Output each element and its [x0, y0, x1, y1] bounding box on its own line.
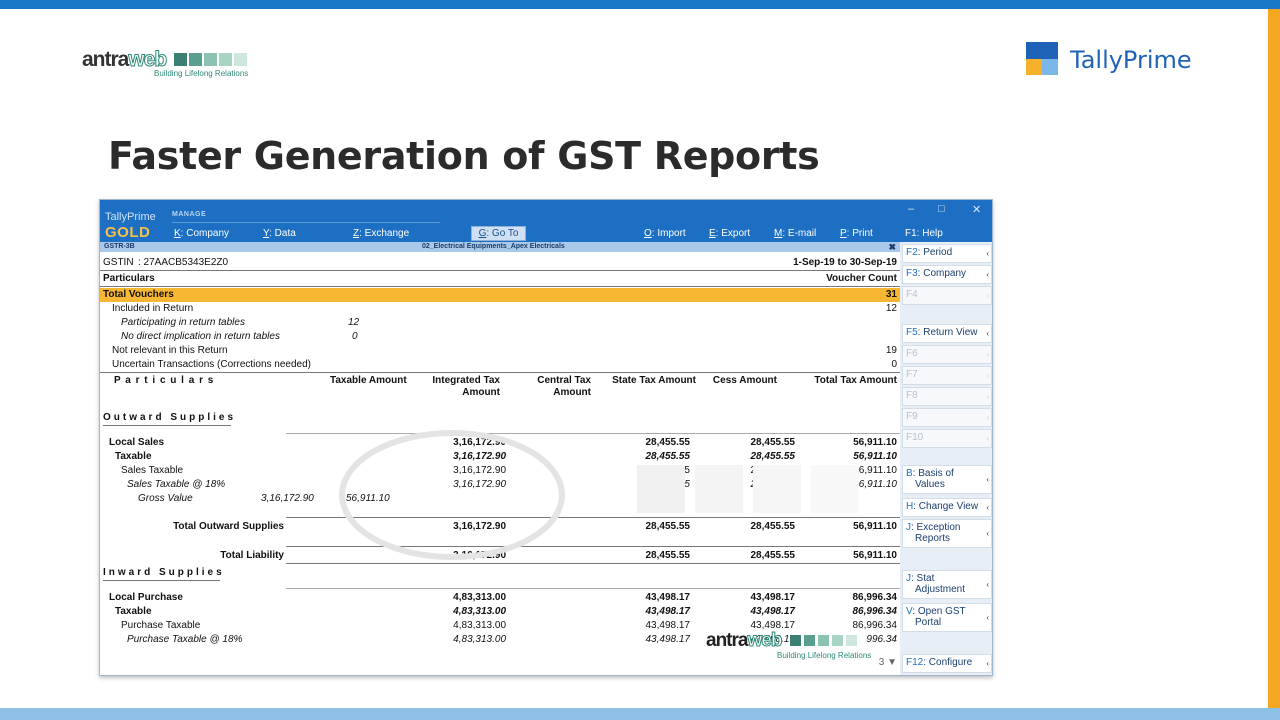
gross-value-row[interactable]: Gross Value 3,16,172.90 56,911.10 [138, 493, 390, 504]
local-sales-row[interactable]: Local Sales 3,16,172.90 28,455.55 28,455… [109, 437, 897, 448]
fkey-f7: F7 ‹ [902, 366, 992, 385]
chevron-left-icon: ‹ [986, 502, 989, 512]
fkey-f8: F8 ‹ [902, 387, 992, 406]
fkey-open-gst-portal[interactable]: V: Open GST Portal ‹ [902, 603, 992, 632]
chevron-left-icon: ‹ [986, 658, 989, 668]
tallyprime-logo: TallyPrime [1026, 42, 1196, 76]
brand-tagline: Building Lifelong Relations [154, 69, 249, 78]
not-relevant-row[interactable]: Not relevant in this Return 19 [112, 345, 897, 356]
total-vouchers-row[interactable]: Total Vouchers 31 [100, 288, 900, 302]
chevron-left-icon: ‹ [986, 474, 989, 484]
chevron-left-icon: ‹ [986, 612, 989, 622]
top-accent-bar [0, 0, 1280, 9]
outward-heading: Outward Supplies [103, 412, 237, 423]
fkey-f6: F6 ‹ [902, 345, 992, 364]
chevron-left-icon: ‹ [986, 579, 989, 589]
page-indicator-row: 3 ▼ [100, 656, 900, 670]
fkey-basis-of-values[interactable]: B: Basis of Values ‹ [902, 465, 992, 494]
slide-title: Faster Generation of GST Reports [108, 134, 820, 178]
brand-square [234, 53, 247, 66]
sales-taxable-row[interactable]: Sales Taxable 3,16,172.90 28,455.55 28,4… [121, 465, 897, 476]
inward-taxable-row[interactable]: Taxable 4,83,313.00 43,498.17 43,498.17 … [115, 606, 897, 617]
brand-square [174, 53, 187, 66]
close-report-icon[interactable]: ✖ [888, 242, 896, 252]
total-outward-row[interactable]: Total Outward Supplies 3,16,172.90 28,45… [173, 521, 897, 532]
brand-word-dark: antra [82, 48, 129, 71]
gstin-value: : 27AACB5343E2Z0 [138, 257, 229, 268]
bottom-accent-bar [0, 708, 1280, 720]
menu-data[interactable]: Y: Data [263, 228, 296, 239]
brand-square [219, 53, 232, 66]
fkey-stat-adjustment[interactable]: J: Stat Adjustment ‹ [902, 570, 992, 599]
brand-square [189, 53, 202, 66]
close-icon[interactable]: ✕ [972, 204, 982, 216]
fkey-configure[interactable]: F12: Configure ‹ [902, 654, 992, 673]
fkey-exception-reports[interactable]: J: Exception Reports ‹ [902, 519, 992, 548]
fkey-f10: F10 ‹ [902, 429, 992, 448]
brand-word-outline: web [128, 48, 168, 72]
tally-window: TallyPrime GOLD MANAGE K: Company Y: Dat… [99, 199, 993, 676]
menu-email[interactable]: M: E-mail [774, 228, 817, 239]
local-purchase-row[interactable]: Local Purchase 4,83,313.00 43,498.17 43,… [109, 592, 897, 603]
fkey-change-view[interactable]: H: Change View ‹ [902, 498, 992, 517]
chevron-left-icon: ‹ [986, 328, 989, 338]
brand-square [204, 53, 217, 66]
company-name: 02_Electrical Equipments_Apex Electrical… [422, 243, 565, 250]
menu-import[interactable]: O: Import [644, 228, 686, 239]
purchase-taxable-18-row[interactable]: Purchase Taxable @ 18% 4,83,313.00 43,49… [127, 634, 897, 645]
product-name: TallyPrime [105, 211, 156, 223]
page-indicator[interactable]: 3 ▼ [878, 657, 897, 668]
minimize-icon[interactable]: – [908, 203, 915, 215]
right-accent-bar [1268, 9, 1280, 709]
menu-help[interactable]: F1: Help [905, 228, 943, 239]
report-period[interactable]: 1-Sep-19 to 30-Sep-19 [793, 257, 897, 268]
header-row: Particulars Voucher Count [103, 273, 897, 284]
go-to-button[interactable]: G: Go To [471, 226, 526, 241]
uncertain-row[interactable]: Uncertain Transactions (Corrections need… [112, 359, 897, 370]
no-direct-row[interactable]: No direct implication in return tables 0 [121, 331, 358, 342]
gstin-row: GSTIN : 27AACB5343E2Z0 1-Sep-19 to 30-Se… [103, 257, 897, 268]
purchase-taxable-row[interactable]: Purchase Taxable 4,83,313.00 43,498.17 4… [121, 620, 897, 631]
manage-label: MANAGE [172, 211, 207, 218]
inward-heading: Inward Supplies [103, 567, 225, 578]
function-key-panel: F2: Period ‹ F3: Company ‹ F4 ‹ F5: Return … [900, 242, 992, 675]
tally-top-bar: TallyPrime GOLD MANAGE K: Company Y: Dat… [100, 200, 992, 242]
menu-company[interactable]: K: Company [174, 228, 230, 239]
logo-mark [1026, 42, 1058, 59]
participating-row[interactable]: Participating in return tables 12 [121, 317, 360, 328]
menu-print[interactable]: P: Print [840, 228, 873, 239]
fkey-period[interactable]: F2: Period ‹ [902, 244, 992, 263]
fkey-f4: F4 ‹ [902, 286, 992, 305]
menu-export[interactable]: E: Export [709, 228, 751, 239]
tallyprime-name: TallyPrime [1070, 46, 1192, 74]
outward-taxable-row[interactable]: Taxable 3,16,172.90 28,455.55 28,455.55 … [115, 451, 897, 462]
fkey-return-view[interactable]: F5: Return View ‹ [902, 324, 992, 343]
report-name: GSTR-3B [104, 243, 135, 250]
sales-taxable-18-row[interactable]: Sales Taxable @ 18% 3,16,172.90 28,455.5… [127, 479, 897, 490]
maximize-icon[interactable]: □ [938, 203, 945, 215]
chevron-left-icon: ‹ [986, 528, 989, 538]
column-header-row: P a r t i c u l a r s Taxable Amount Int… [114, 375, 897, 398]
fkey-f9: F9 ‹ [902, 408, 992, 427]
report-title-bar: GSTR-3B 02_Electrical Equipments_Apex El… [100, 242, 900, 252]
antraweb-logo: antraweb Building Lifelong Relations [82, 40, 252, 80]
total-liability-row[interactable]: Total Liability 3,16,172.90 28,455.55 28… [220, 550, 897, 561]
chevron-left-icon: ‹ [986, 248, 989, 258]
chevron-left-icon: ‹ [986, 269, 989, 279]
edition-label: GOLD [105, 224, 151, 241]
gstr3b-report: GSTIN : 27AACB5343E2Z0 1-Sep-19 to 30-Se… [100, 252, 900, 675]
included-row[interactable]: Included in Return 12 [112, 303, 897, 314]
menu-exchange[interactable]: Z: Exchange [353, 228, 410, 239]
fkey-company[interactable]: F3: Company ‹ [902, 265, 992, 284]
